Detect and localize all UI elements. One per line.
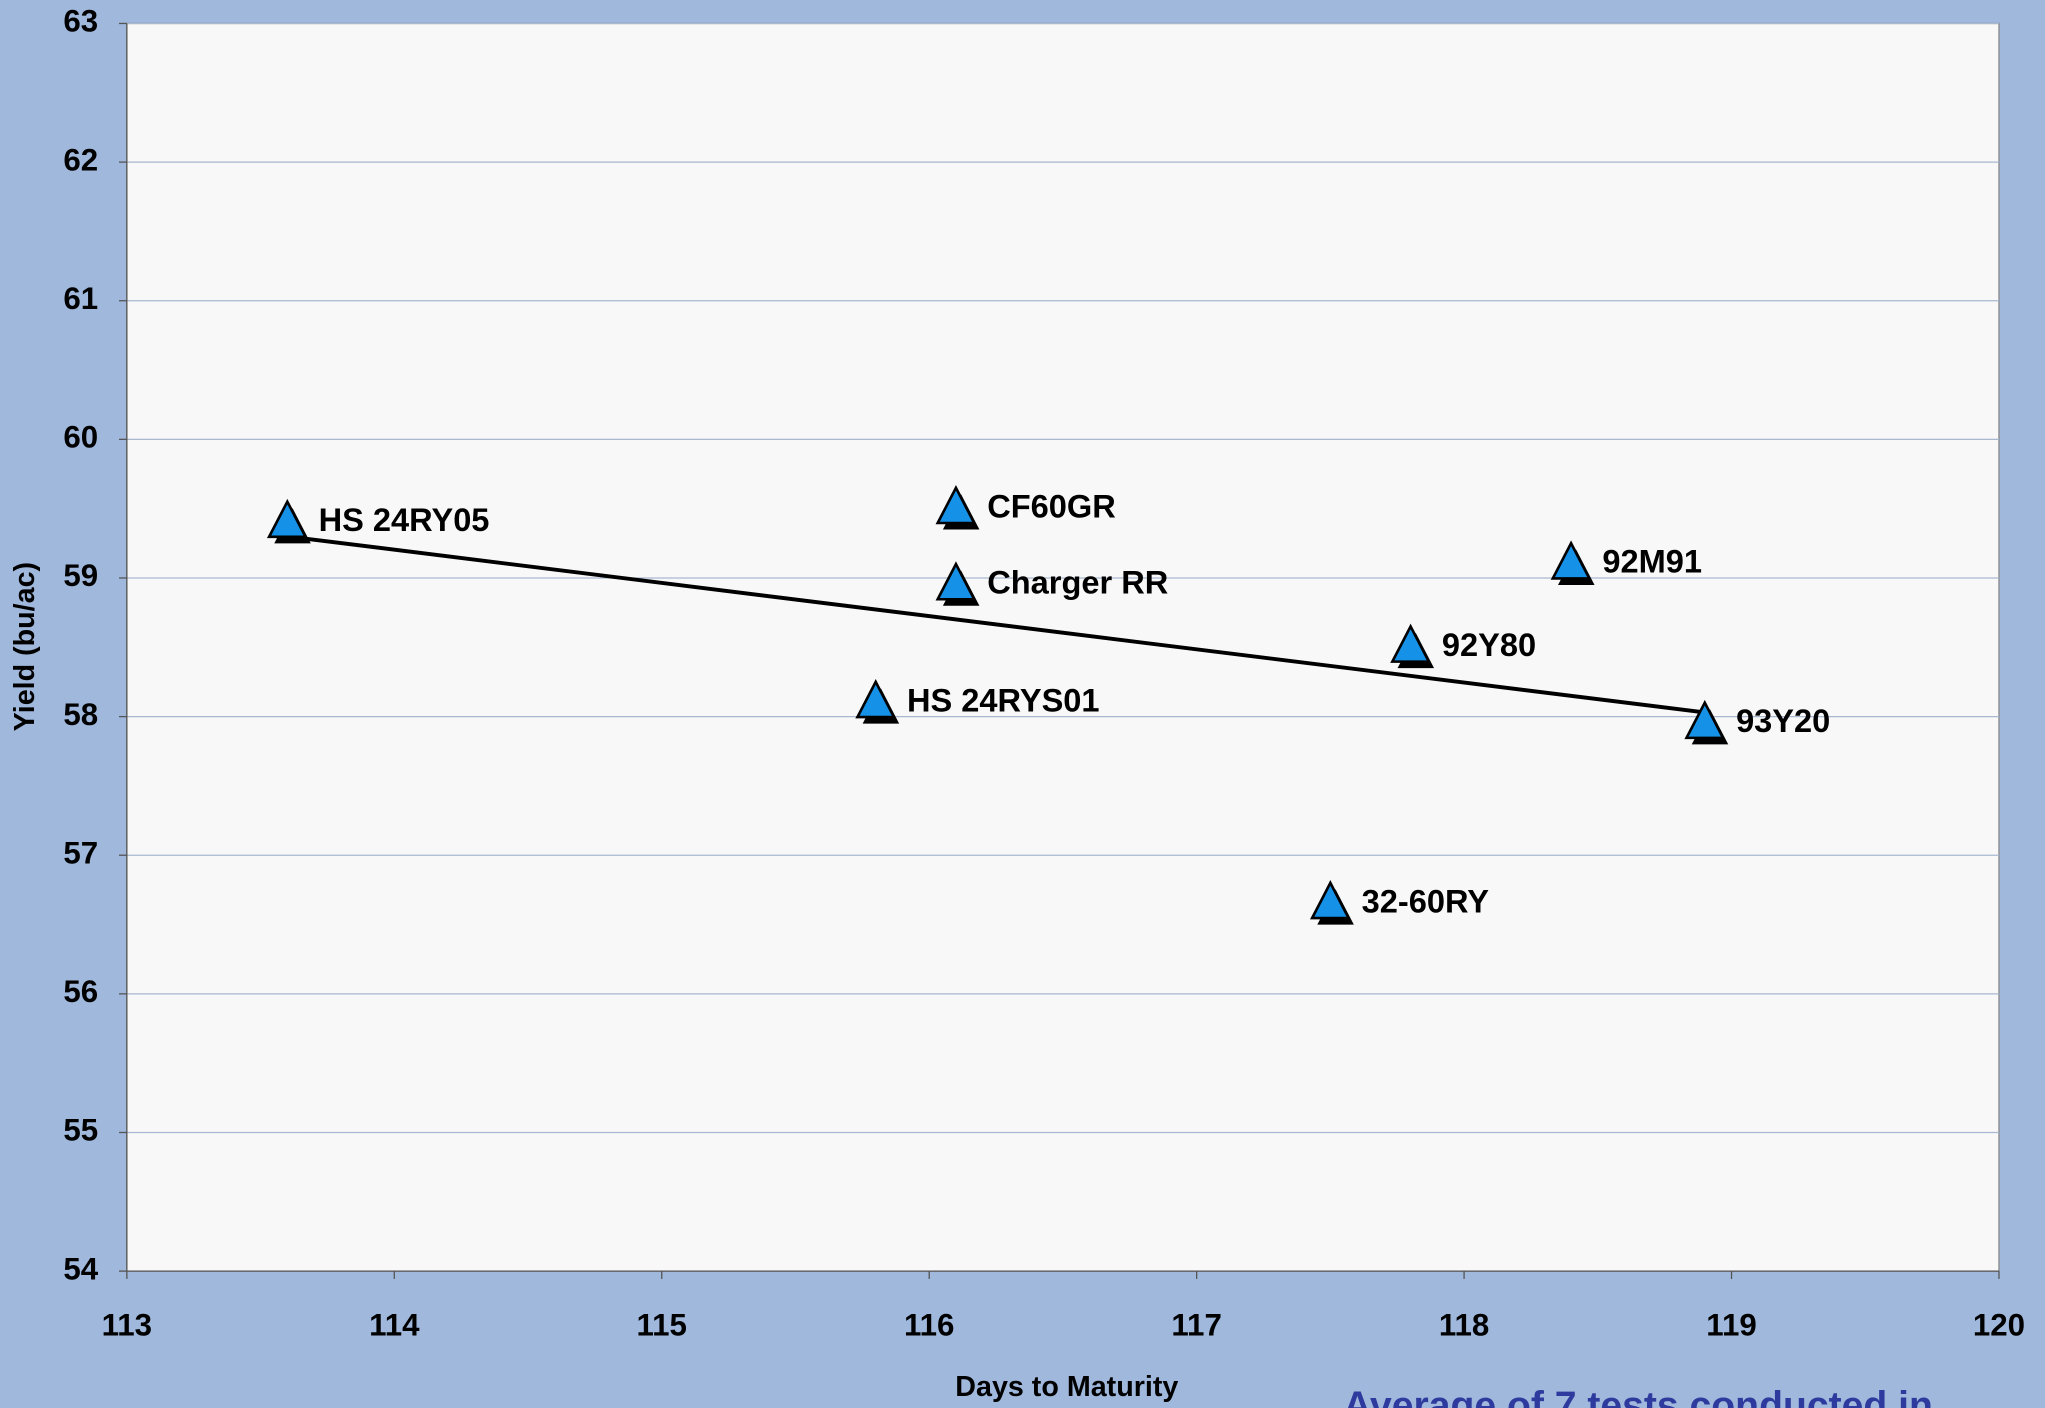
marker bbox=[855, 679, 897, 719]
point-label: CF60GR bbox=[987, 487, 1116, 524]
point-label: 93Y20 bbox=[1736, 702, 1830, 739]
marker bbox=[1309, 880, 1351, 920]
marker bbox=[1550, 540, 1592, 580]
point-label: Charger RR bbox=[987, 564, 1168, 601]
marker bbox=[1390, 623, 1431, 663]
marker bbox=[935, 561, 977, 601]
x-tick-label: 120 bbox=[1973, 1307, 2025, 1342]
y-tick-label: 59 bbox=[63, 558, 98, 593]
y-tick-label: 56 bbox=[63, 974, 98, 1009]
y-axis-title: Yield (bu/ac) bbox=[9, 562, 41, 731]
x-tick-label: 114 bbox=[369, 1307, 420, 1342]
y-tick-label: 60 bbox=[63, 420, 98, 455]
point-label: 92Y80 bbox=[1442, 626, 1536, 663]
marker bbox=[935, 484, 977, 525]
x-tick-label: 115 bbox=[637, 1307, 687, 1342]
x-tick-label: 113 bbox=[102, 1307, 152, 1342]
trendline bbox=[287, 534, 1706, 715]
y-tick-label: 58 bbox=[63, 697, 98, 732]
y-tick-label: 61 bbox=[63, 281, 98, 316]
y-tick-label: 57 bbox=[63, 835, 98, 870]
point-label: 92M91 bbox=[1602, 543, 1702, 580]
x-tick-label: 118 bbox=[1439, 1307, 1489, 1342]
point-label: 32-60RY bbox=[1362, 882, 1490, 919]
marker bbox=[1684, 699, 1726, 740]
x-tick-label: 119 bbox=[1706, 1307, 1756, 1342]
y-tick-label: 62 bbox=[63, 142, 98, 177]
marker bbox=[266, 498, 308, 539]
x-axis-title: Days to Maturity bbox=[955, 1371, 1178, 1403]
point-label: HS 24RY05 bbox=[319, 501, 490, 538]
y-tick-label: 54 bbox=[63, 1251, 98, 1286]
x-tick-label: 117 bbox=[1171, 1307, 1221, 1342]
y-tick-label: 55 bbox=[63, 1113, 98, 1148]
point-label: HS 24RYS01 bbox=[907, 681, 1100, 718]
y-tick-label: 63 bbox=[63, 4, 98, 39]
annotation: Average of 7 tests conducted in bbox=[1343, 1384, 1933, 1408]
x-tick-label: 116 bbox=[904, 1307, 954, 1342]
plot-area bbox=[126, 22, 2000, 1272]
